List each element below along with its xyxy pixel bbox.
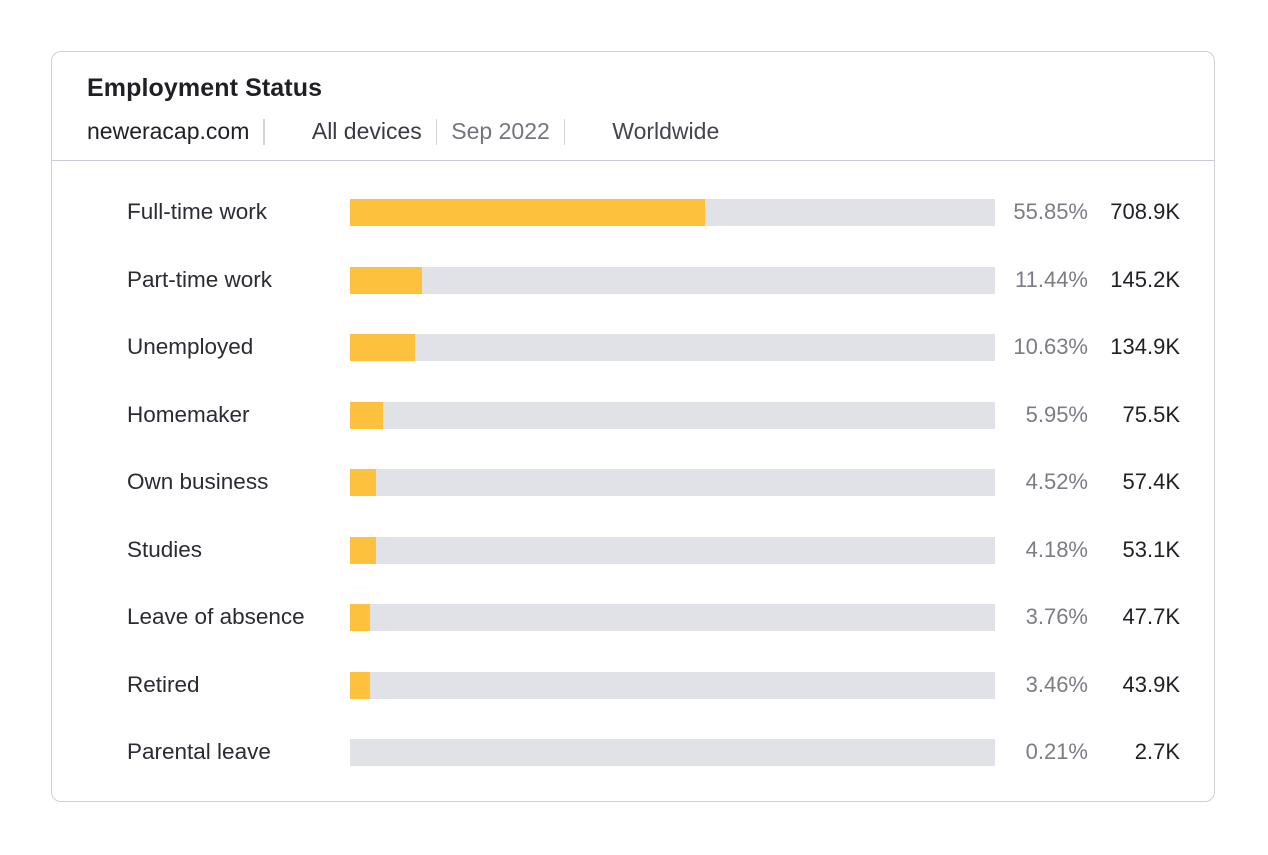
row-label: Retired: [127, 671, 200, 697]
row-percent: 5.95%: [1025, 401, 1088, 427]
date-filter[interactable]: Sep 2022: [451, 118, 550, 144]
row-percent: 10.63%: [1013, 334, 1088, 359]
bar-track: [350, 199, 995, 226]
row-value: 53.1K: [1122, 536, 1181, 562]
row-label: Parental leave: [127, 739, 271, 764]
row-value: 708.9K: [1110, 199, 1180, 224]
bar-track: [350, 604, 995, 631]
row-value: 2.7K: [1134, 739, 1180, 764]
bar-fill: [350, 266, 422, 294]
divider: [563, 118, 566, 145]
bar-fill: [350, 604, 370, 631]
row-label: Unemployed: [127, 334, 254, 359]
card-title: Employment Status: [87, 74, 323, 102]
bar-row: Unemployed 10.63% 134.9K: [52, 334, 1214, 362]
row-percent: 55.85%: [1013, 199, 1088, 224]
bar-row: Full-time work 55.85% 708.9K: [52, 199, 1214, 227]
row-label: Studies: [127, 536, 203, 562]
bar-track: [350, 671, 995, 699]
bar-row: Studies 4.18% 53.1K: [52, 536, 1214, 565]
row-percent: 3.46%: [1025, 671, 1088, 697]
bar-fill: [350, 199, 705, 226]
bar-fill: [350, 334, 415, 361]
row-value: 134.9K: [1110, 334, 1180, 359]
bar-fill: [350, 671, 370, 699]
region-filter[interactable]: Worldwide: [612, 118, 720, 144]
bar-row: Own business 4.52% 57.4K: [52, 469, 1214, 497]
row-label: Own business: [127, 469, 269, 494]
bar-row: Parental leave 0.21% 2.7K: [52, 739, 1214, 767]
bar-row: Part-time work 11.44% 145.2K: [52, 266, 1214, 295]
bar-track: [350, 739, 995, 766]
filter-meta: neweracap.com All devices Sep 2022 World…: [87, 118, 719, 145]
domain-label: neweracap.com: [87, 118, 250, 144]
bar-track: [350, 469, 995, 496]
row-value: 57.4K: [1122, 469, 1181, 494]
row-percent: 4.52%: [1025, 469, 1088, 494]
row-label: Part-time work: [127, 266, 273, 292]
row-percent: 4.18%: [1025, 536, 1088, 562]
row-value: 47.7K: [1122, 604, 1181, 629]
bar-track: [350, 536, 995, 564]
row-percent: 11.44%: [1015, 266, 1088, 292]
bar-track: [350, 401, 995, 429]
employment-status-card: Employment Status neweracap.com All devi…: [51, 51, 1215, 802]
row-value: 43.9K: [1122, 671, 1181, 697]
row-label: Full-time work: [127, 199, 268, 224]
row-value: 145.2K: [1110, 266, 1180, 292]
bar-row: Homemaker 5.95% 75.5K: [52, 401, 1214, 430]
row-label: Leave of absence: [127, 604, 305, 629]
card-header: Employment Status neweracap.com All devi…: [52, 52, 1214, 161]
row-label: Homemaker: [127, 401, 250, 427]
bar-fill: [350, 536, 376, 564]
devices-filter[interactable]: All devices: [311, 118, 422, 144]
divider: [263, 118, 265, 145]
divider: [435, 118, 438, 145]
bar-row: Leave of absence 3.76% 47.7K: [52, 604, 1214, 632]
bar-track: [350, 334, 995, 361]
row-percent: 3.76%: [1025, 604, 1088, 629]
bar-fill: [350, 469, 376, 496]
bar-row: Retired 3.46% 43.9K: [52, 671, 1214, 700]
bar-track: [350, 266, 995, 294]
row-value: 75.5K: [1122, 401, 1181, 427]
bar-fill: [350, 401, 383, 429]
row-percent: 0.21%: [1025, 739, 1088, 764]
